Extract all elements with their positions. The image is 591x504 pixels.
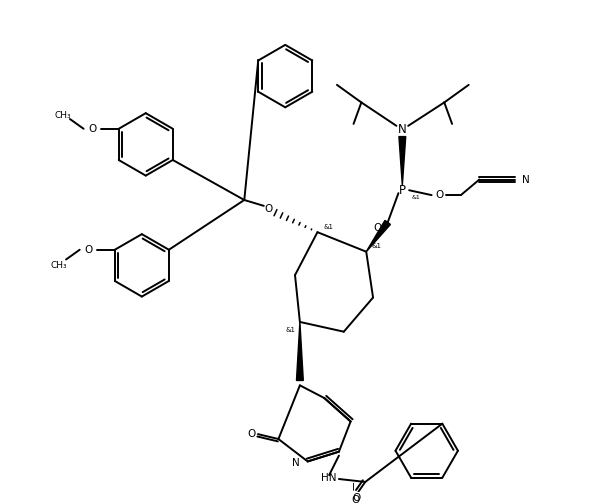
- Text: CH₃: CH₃: [51, 261, 67, 270]
- Text: O: O: [436, 190, 443, 200]
- Text: CH₃: CH₃: [55, 110, 72, 119]
- Text: &1: &1: [323, 224, 333, 230]
- Text: O: O: [85, 245, 93, 255]
- Text: HN: HN: [322, 473, 337, 483]
- Text: &1: &1: [371, 243, 381, 249]
- Text: N: N: [296, 372, 304, 383]
- Text: N: N: [292, 459, 300, 468]
- Text: N: N: [398, 123, 407, 136]
- Polygon shape: [366, 220, 391, 251]
- Polygon shape: [297, 322, 303, 381]
- Text: O: O: [374, 223, 382, 233]
- Text: N: N: [522, 174, 530, 184]
- Text: O: O: [265, 204, 273, 214]
- Text: &1: &1: [285, 327, 295, 333]
- Text: O: O: [247, 429, 255, 439]
- Polygon shape: [399, 137, 406, 185]
- Text: O: O: [88, 124, 96, 134]
- Text: O: O: [352, 494, 359, 504]
- Text: O: O: [352, 493, 361, 502]
- Text: &1: &1: [412, 195, 421, 200]
- Text: P: P: [399, 184, 406, 197]
